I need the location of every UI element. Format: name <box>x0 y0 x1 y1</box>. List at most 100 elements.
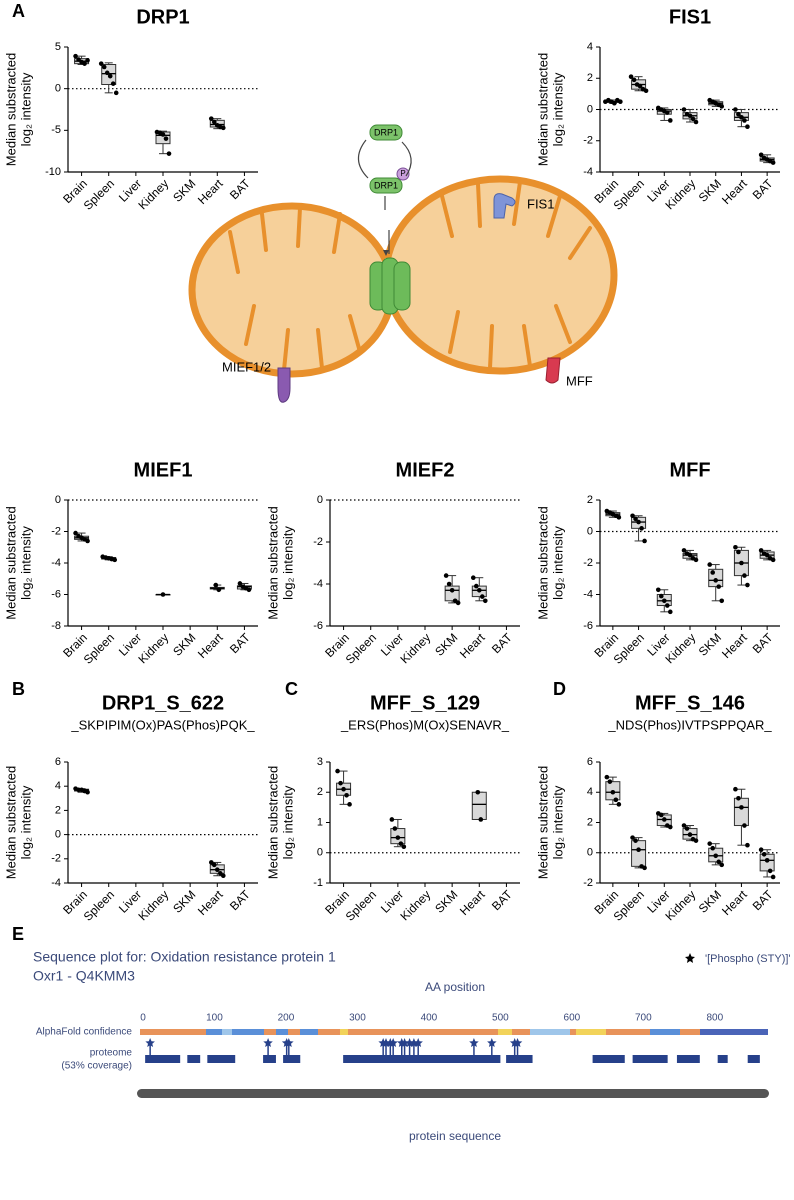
data-point <box>341 786 346 792</box>
alphafold-track <box>140 1029 768 1035</box>
x-tick-label: Spleen <box>343 630 379 666</box>
chart-title: MIEF1 <box>134 459 193 481</box>
data-point <box>633 838 638 843</box>
data-point <box>667 824 673 830</box>
data-point <box>211 862 217 868</box>
data-point <box>745 842 750 848</box>
data-point <box>85 58 90 63</box>
data-point <box>661 817 667 822</box>
data-point <box>687 552 693 558</box>
coverage-segment <box>676 1055 700 1063</box>
site-star <box>487 1038 497 1047</box>
data-point <box>630 835 635 840</box>
y-tick-label: 1 <box>317 816 323 828</box>
data-point <box>681 823 687 828</box>
x-tick-label: Heart <box>719 887 750 918</box>
data-point <box>163 136 169 141</box>
x-tick-label: 300 <box>349 1013 366 1024</box>
data-point <box>643 88 649 94</box>
data-point <box>475 789 481 795</box>
y-tick-label: 0 <box>587 525 593 537</box>
x-tick-label: SKM <box>170 176 198 204</box>
x-tick-label: Heart <box>457 630 488 661</box>
chart-title: DRP1 <box>136 6 189 28</box>
x-tick-label: SKM <box>696 630 724 658</box>
y-axis-label: log₂ intensity <box>550 526 565 600</box>
x-tick-label: Heart <box>195 176 226 207</box>
track-label: AlphaFold confidence <box>36 1027 133 1038</box>
data-point <box>610 789 616 795</box>
y-tick-label: 0 <box>317 847 323 859</box>
y-axis-label: log₂ intensity <box>550 72 565 146</box>
data-point <box>85 789 90 795</box>
y-axis-label: Median substracted <box>535 53 550 166</box>
coverage-segment <box>717 1055 728 1063</box>
data-point <box>687 832 693 837</box>
panel-label: D <box>553 679 566 699</box>
y-tick-label: 4 <box>587 41 593 53</box>
y-tick-label: 0 <box>587 847 593 859</box>
data-point <box>742 823 747 828</box>
site-star <box>145 1038 155 1047</box>
data-point <box>607 779 613 784</box>
data-point <box>642 538 647 544</box>
y-tick-label: -2 <box>583 557 593 569</box>
data-point <box>667 118 673 123</box>
data-point <box>636 519 641 525</box>
data-point <box>398 841 404 846</box>
x-tick-label: 0 <box>140 1013 146 1024</box>
data-point <box>449 588 455 593</box>
box <box>631 840 647 867</box>
y-axis-label: Median substracted <box>535 766 550 879</box>
site-star <box>263 1038 273 1047</box>
x-tick-label: 700 <box>635 1013 652 1024</box>
x-tick-label: Kidney <box>136 887 172 923</box>
data-point <box>392 826 398 831</box>
data-point <box>758 152 764 158</box>
data-point <box>707 841 713 846</box>
data-point <box>716 584 722 589</box>
sequence-subtitle: Oxr1 - Q4KMM3 <box>33 968 135 984</box>
y-tick-label: -4 <box>51 557 61 569</box>
y-tick-label: 2 <box>587 72 593 84</box>
phospho-site <box>409 1038 419 1055</box>
data-point <box>85 538 90 544</box>
data-point <box>395 835 401 840</box>
y-axis-label: log₂ intensity <box>280 785 295 859</box>
data-point <box>73 530 78 536</box>
site-star <box>469 1038 479 1047</box>
coverage-segment <box>187 1055 201 1063</box>
data-point <box>208 116 214 121</box>
data-point <box>631 77 637 83</box>
y-tick-label: 0 <box>55 494 61 506</box>
data-point <box>213 582 219 588</box>
phospho-site <box>399 1038 410 1055</box>
x-tick-label: 500 <box>492 1013 509 1024</box>
x-tick-label: BAT <box>227 176 253 202</box>
data-point <box>98 61 104 66</box>
y-axis-label: Median substracted <box>535 506 550 619</box>
data-point <box>101 64 107 70</box>
panel-label: E <box>12 924 24 944</box>
x-tick-label: Spleen <box>81 630 117 666</box>
chart-title: MFF <box>669 459 710 481</box>
coverage-segment <box>263 1055 276 1063</box>
x-tick-label: SKM <box>696 176 724 204</box>
coverage-segment <box>747 1055 760 1063</box>
x-tick-label: 400 <box>421 1013 438 1024</box>
y-tick-label: -2 <box>583 877 593 889</box>
phospho-site <box>263 1038 273 1055</box>
data-point <box>446 581 452 587</box>
data-point <box>604 774 610 780</box>
data-point <box>473 583 479 589</box>
data-point <box>770 557 776 563</box>
data-point <box>82 61 87 66</box>
data-point <box>736 111 741 117</box>
track-label: protein sequence <box>409 1129 501 1143</box>
data-point <box>616 802 622 807</box>
data-point <box>389 817 395 822</box>
y-tick-label: 3 <box>317 756 323 768</box>
x-tick-label: SKM <box>170 630 198 658</box>
site-star <box>284 1038 294 1047</box>
site-star <box>512 1038 523 1047</box>
